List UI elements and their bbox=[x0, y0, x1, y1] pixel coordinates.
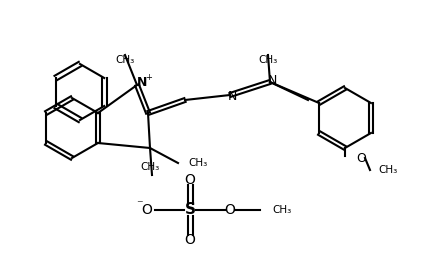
Text: O: O bbox=[225, 203, 236, 217]
Text: O: O bbox=[184, 233, 195, 247]
Text: ⁻: ⁻ bbox=[136, 198, 142, 211]
Text: CH₃: CH₃ bbox=[272, 205, 291, 215]
Text: CH₃: CH₃ bbox=[188, 158, 207, 168]
Text: +: + bbox=[146, 73, 152, 81]
Text: CH₃: CH₃ bbox=[258, 55, 277, 65]
Text: N: N bbox=[137, 76, 147, 88]
Text: S: S bbox=[184, 202, 195, 218]
Text: N: N bbox=[267, 73, 277, 87]
Text: CH₃: CH₃ bbox=[140, 162, 159, 172]
Text: CH₃: CH₃ bbox=[115, 55, 135, 65]
Text: O: O bbox=[184, 173, 195, 187]
Text: O: O bbox=[356, 151, 366, 164]
Text: CH₃: CH₃ bbox=[378, 165, 397, 175]
Text: N: N bbox=[227, 91, 237, 104]
Text: O: O bbox=[142, 203, 152, 217]
